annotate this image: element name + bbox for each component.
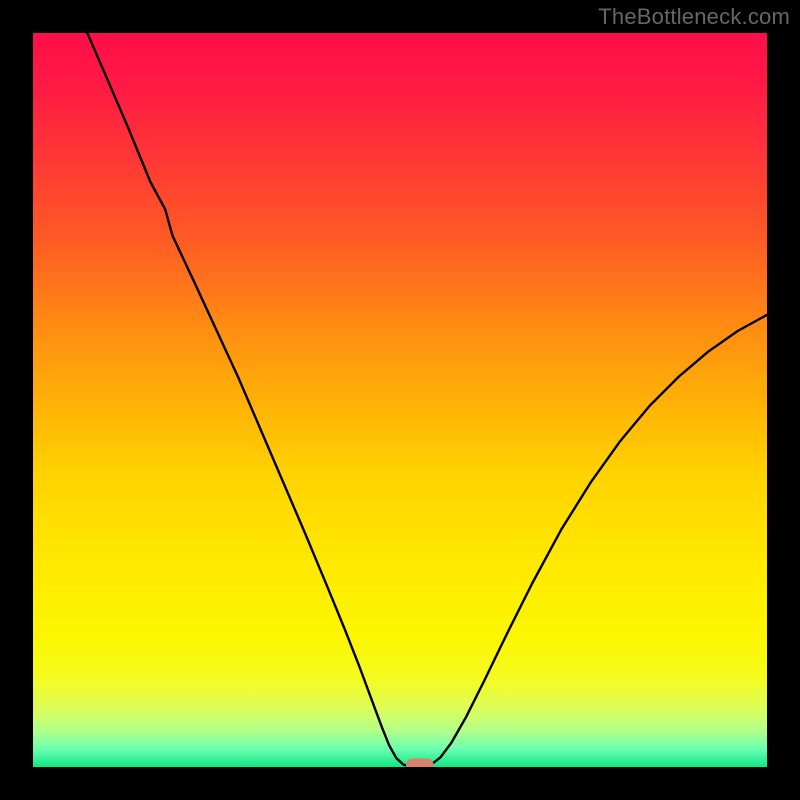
bottleneck-chart — [33, 33, 767, 767]
watermark-text: TheBottleneck.com — [598, 4, 790, 30]
valley-marker — [406, 759, 434, 768]
chart-frame: TheBottleneck.com — [0, 0, 800, 800]
